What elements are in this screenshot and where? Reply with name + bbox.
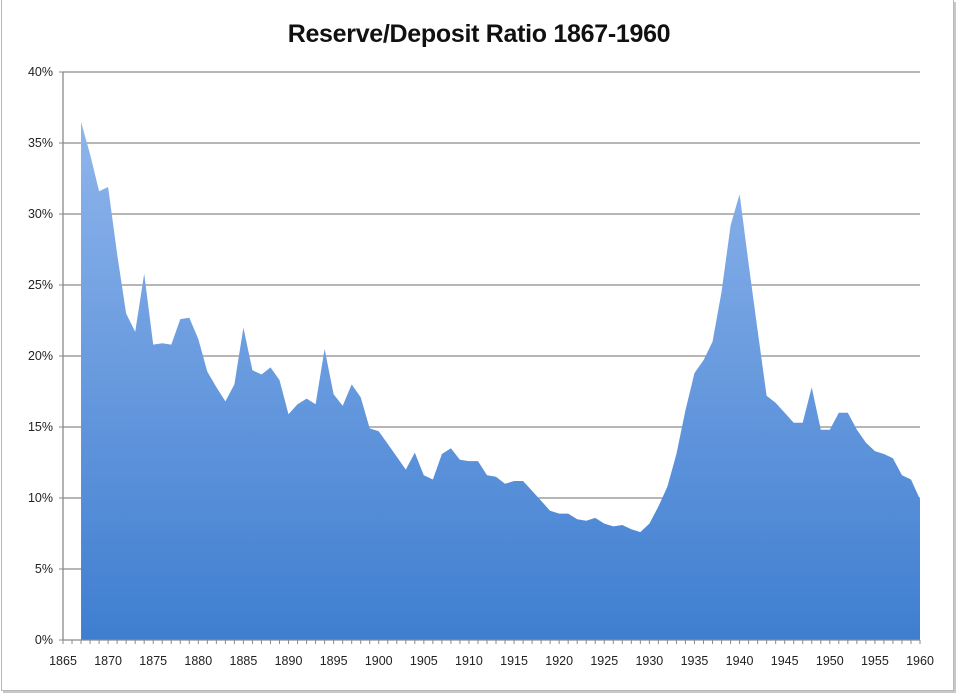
x-tick-label: 1880 [184,654,212,668]
y-tick-label: 20% [28,349,53,363]
y-tick-label: 30% [28,207,53,221]
y-tick-label: 25% [28,278,53,292]
x-tick-label: 1900 [365,654,393,668]
y-tick-label: 10% [28,491,53,505]
x-tick-label: 1955 [861,654,889,668]
x-tick-label: 1930 [635,654,663,668]
y-axis-ticks: 0% 5% 10% 15% 20% 25% 30% 35% 40% [28,65,63,647]
x-tick-label: 1895 [320,654,348,668]
x-tick-label: 1890 [275,654,303,668]
x-tick-label: 1870 [94,654,122,668]
data-area [81,121,920,640]
x-tick-label: 1940 [726,654,754,668]
chart-title: Reserve/Deposit Ratio 1867-1960 [287,20,671,48]
x-tick-label: 1960 [906,654,934,668]
x-axis-ticks: 1865 1870 1875 1880 1885 1890 1895 1900 1905 1910… [49,654,934,668]
x-tick-label: 1920 [545,654,573,668]
x-tick-label: 1875 [139,654,167,668]
x-tick-label: 1945 [771,654,799,668]
y-tick-label: 5% [35,562,53,576]
y-tick-label: 0% [35,633,53,647]
y-tick-label: 35% [28,136,53,150]
x-tick-label: 1905 [410,654,438,668]
x-tick-label: 1925 [590,654,618,668]
x-tick-label: 1935 [681,654,709,668]
x-tick-label: 1910 [455,654,483,668]
x-tick-label: 1865 [49,654,77,668]
y-tick-label: 40% [28,65,53,79]
y-tick-label: 15% [28,420,53,434]
x-tick-label: 1885 [230,654,258,668]
x-tick-label: 1915 [500,654,528,668]
x-tick-label: 1950 [816,654,844,668]
